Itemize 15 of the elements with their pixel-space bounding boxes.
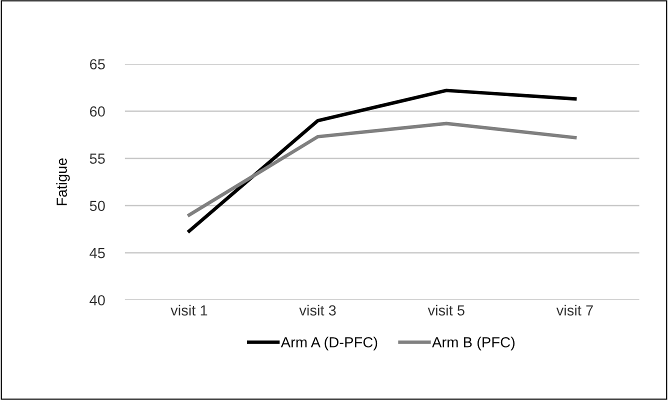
x-tick-label: visit 7 — [556, 304, 593, 316]
y-tick-label: 55 — [90, 154, 105, 164]
legend-label: Arm B (PFC) — [432, 336, 515, 350]
line-series — [187, 122, 577, 217]
y-axis-title: Fatigue — [56, 158, 70, 206]
x-tick-label: visit 1 — [170, 304, 208, 316]
line-series — [187, 88, 577, 233]
legend-label: Arm A (D-PFC) — [280, 336, 378, 350]
y-tick-label: 60 — [90, 106, 105, 117]
x-tick-label: visit 3 — [299, 304, 336, 316]
y-tick-label: 45 — [90, 248, 105, 258]
x-tick-label: visit 5 — [428, 304, 464, 316]
y-tick-label: 65 — [90, 59, 105, 70]
y-tick-label: 50 — [90, 200, 105, 212]
y-tick-label: 40 — [90, 295, 105, 306]
